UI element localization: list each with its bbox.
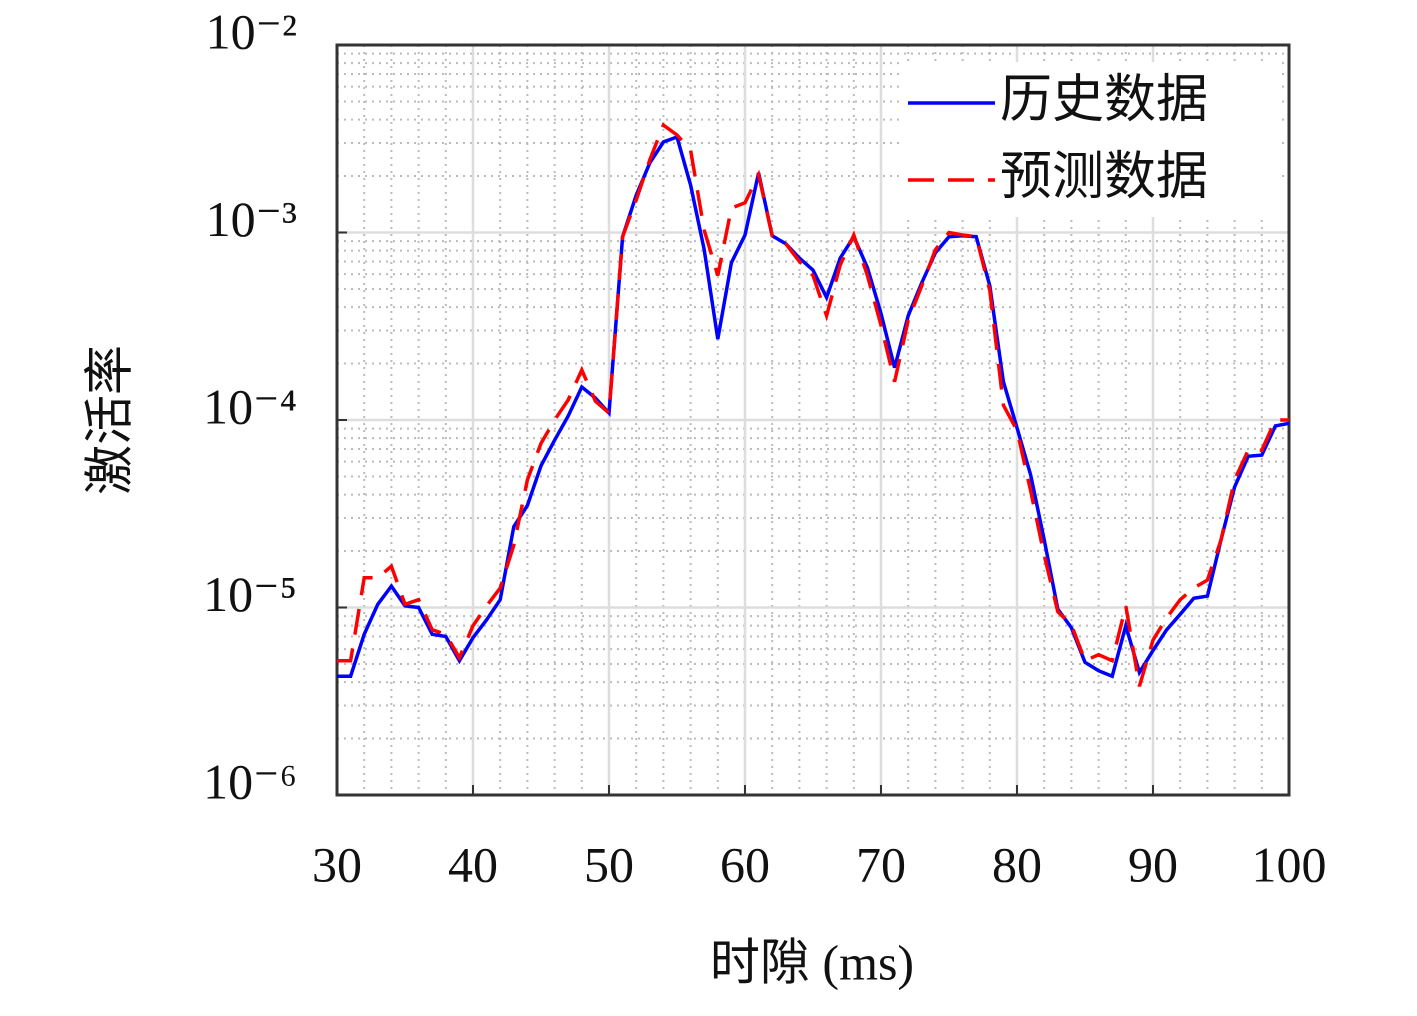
legend-box <box>900 62 1280 217</box>
x-tick-label: 30 <box>312 836 362 892</box>
x-tick-label: 40 <box>448 836 498 892</box>
x-axis-label: 时隙 (ms) <box>710 934 914 990</box>
x-tick-label: 70 <box>856 836 906 892</box>
y-tick-label: 10⁻⁵ <box>203 566 297 622</box>
x-tick-label: 90 <box>1128 836 1178 892</box>
x-tick-label: 80 <box>992 836 1042 892</box>
x-tick-label: 60 <box>720 836 770 892</box>
y-tick-label: 10⁻² <box>206 3 297 59</box>
y-tick-label: 10⁻⁶ <box>203 753 297 809</box>
y-axis-label: 激活率 <box>81 345 137 495</box>
y-tick-label: 10⁻⁴ <box>203 378 297 434</box>
legend-label: 历史数据 <box>1000 72 1208 129</box>
y-tick-label: 10⁻³ <box>206 191 297 247</box>
x-tick-label: 50 <box>584 836 634 892</box>
data-line <box>337 122 1289 687</box>
data-line <box>337 134 1290 679</box>
x-tick-label: 100 <box>1252 836 1327 892</box>
legend-label: 预测数据 <box>1000 149 1208 206</box>
